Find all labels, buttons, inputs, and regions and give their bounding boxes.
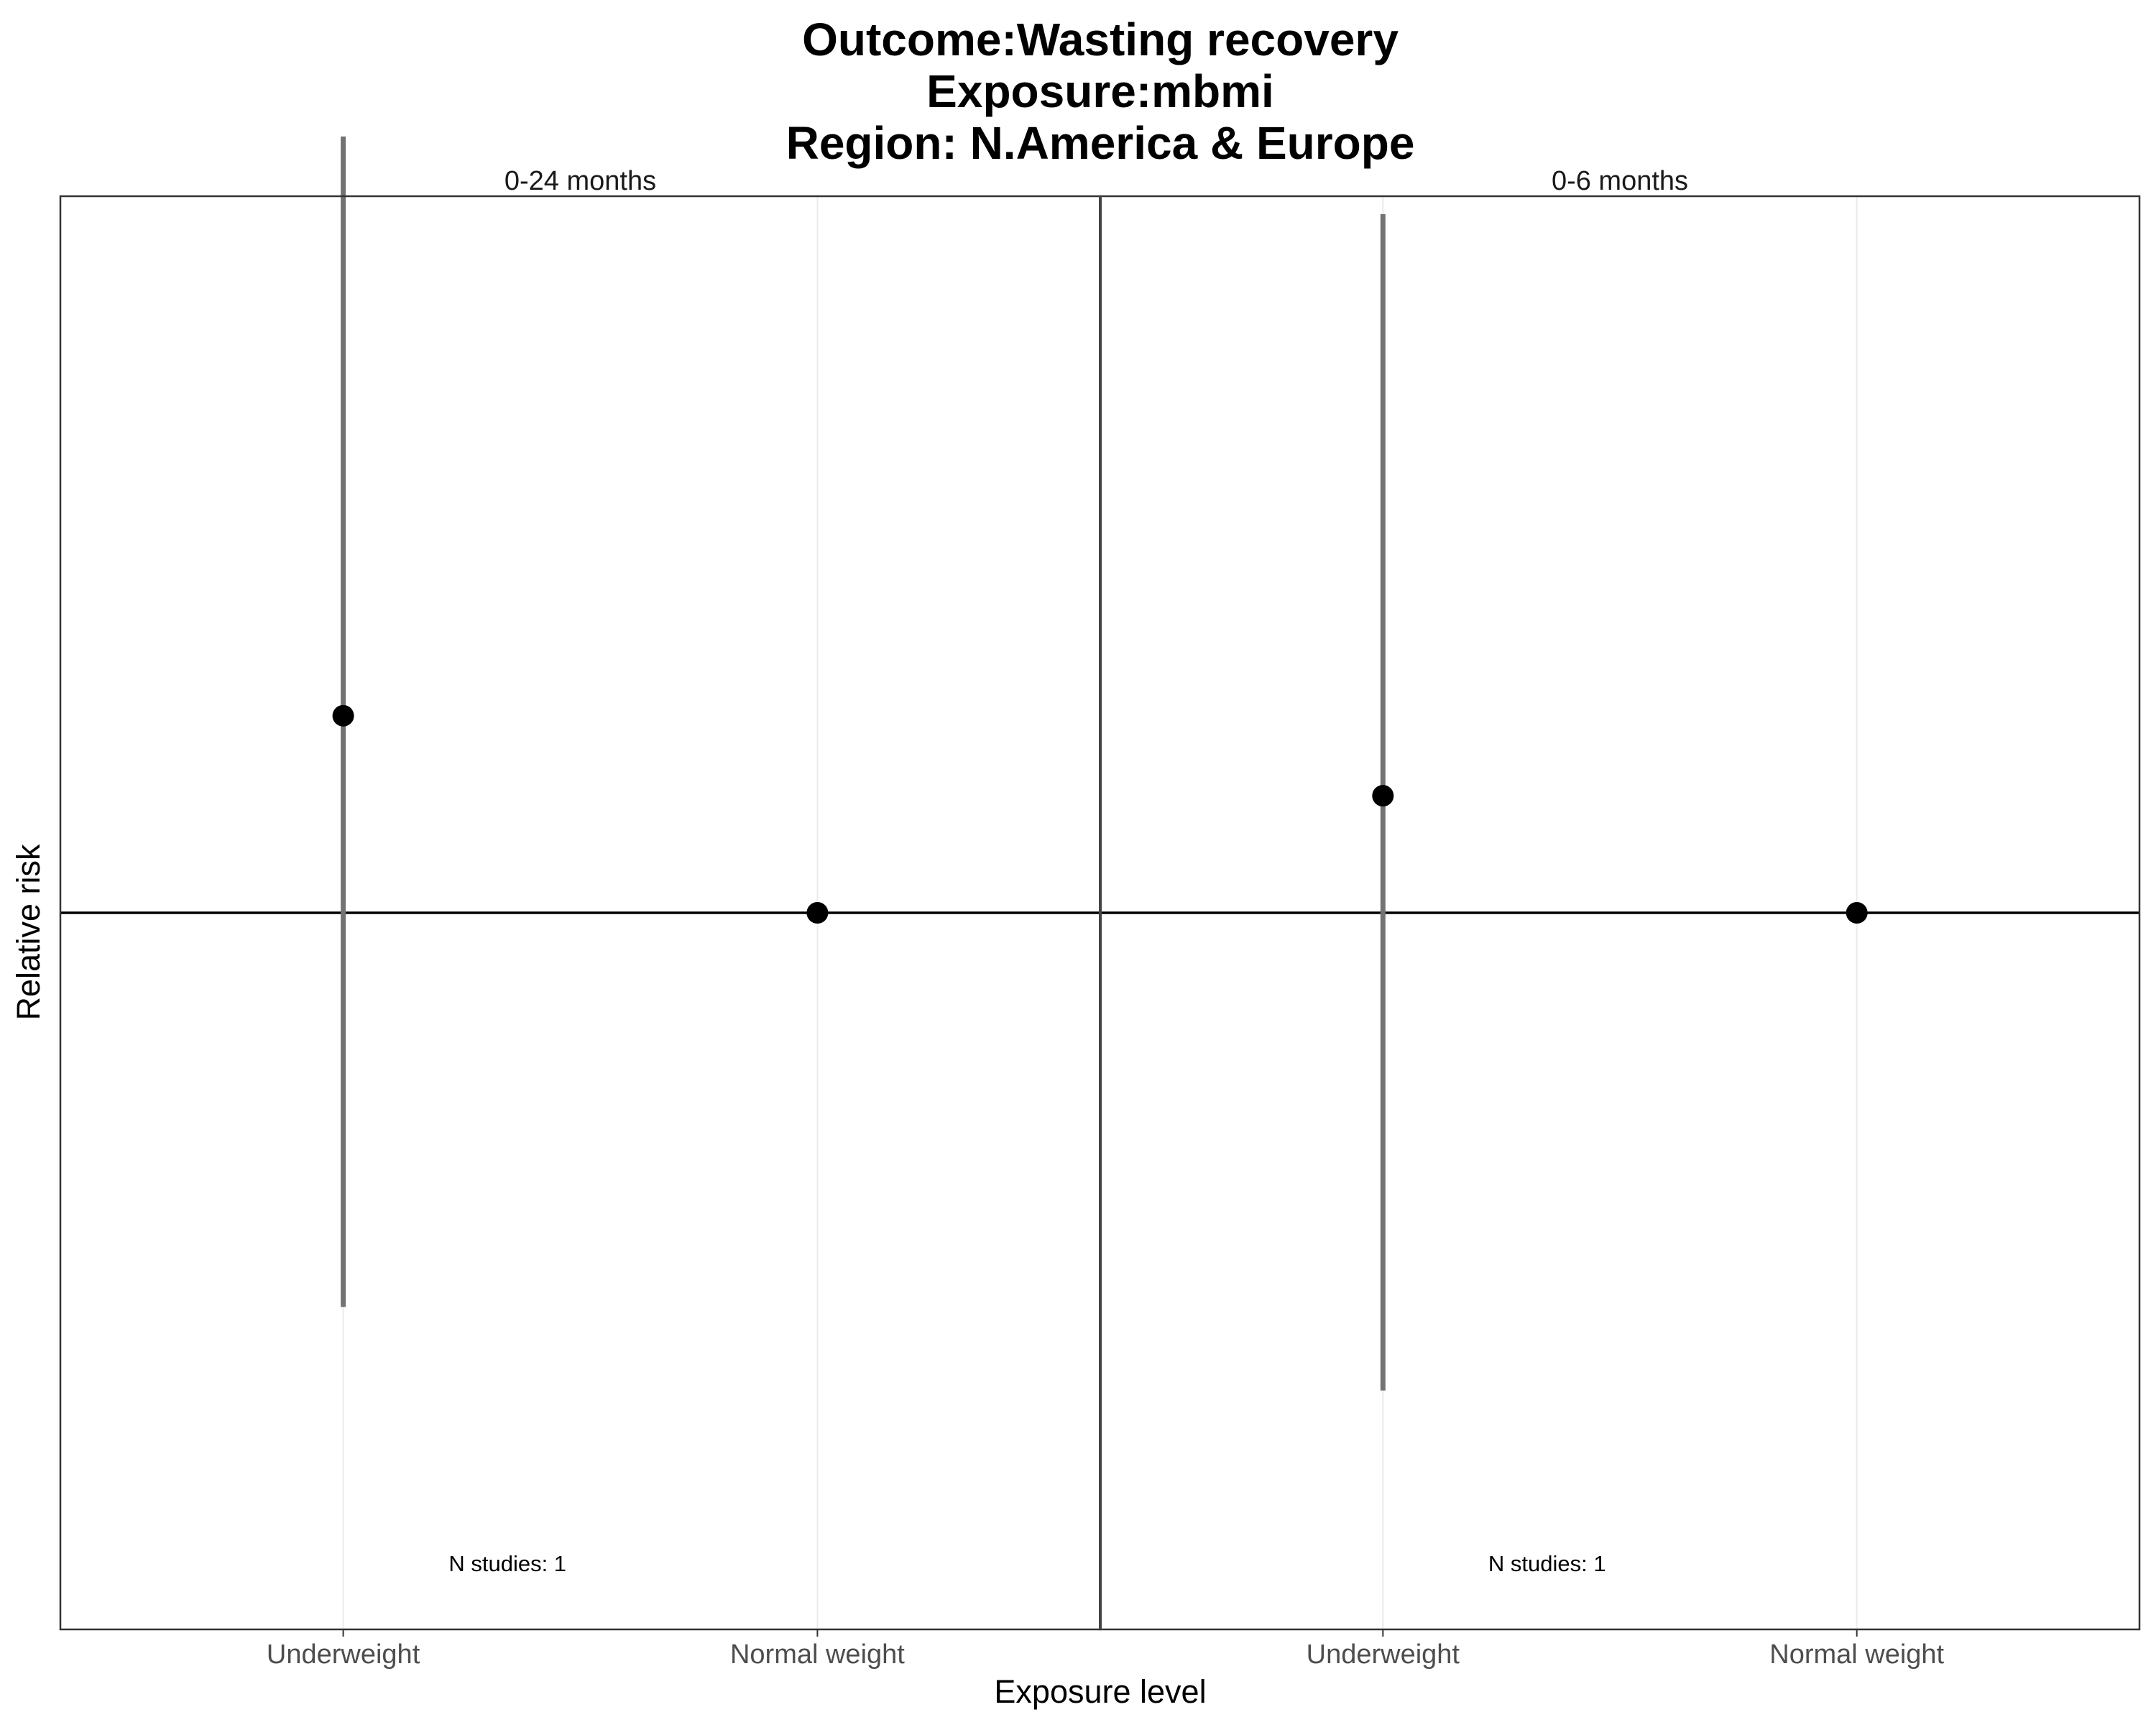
estimate-point — [806, 902, 829, 924]
x-tick-label: Normal weight — [1769, 1639, 1944, 1670]
x-tick-label: Underweight — [1307, 1639, 1460, 1670]
n-studies-annotation: N studies: 1 — [1488, 1551, 1606, 1576]
facet-strip-label: 0-6 months — [1552, 166, 1688, 196]
x-axis-title: Exposure level — [994, 1673, 1206, 1710]
x-tick-label: Normal weight — [730, 1639, 905, 1670]
title-line-3: Region: N.America & Europe — [786, 117, 1415, 169]
title-line-2: Exposure:mbmi — [926, 65, 1274, 117]
facet-strip-label: 0-24 months — [505, 166, 656, 196]
facet-panel-0: 0-24 months N studies: 1 Underweight Normal… — [59, 136, 1102, 1670]
facet-panel-1: 0-6 months N studies: 1 Underweight Normal … — [1099, 166, 2141, 1670]
estimate-point — [332, 704, 354, 727]
facet-panels: 0-24 months N studies: 1 Underweight Normal… — [59, 136, 2141, 1670]
title-line-1: Outcome:Wasting recovery — [802, 14, 1399, 65]
estimate-point — [1846, 902, 1868, 924]
y-axis-title: Relative risk — [10, 844, 47, 1021]
x-tick-label: Underweight — [267, 1639, 420, 1670]
estimate-point — [1372, 785, 1394, 807]
chart-title: Outcome:Wasting recovery Exposure:mbmi R… — [786, 14, 1415, 169]
n-studies-annotation: N studies: 1 — [448, 1551, 566, 1576]
